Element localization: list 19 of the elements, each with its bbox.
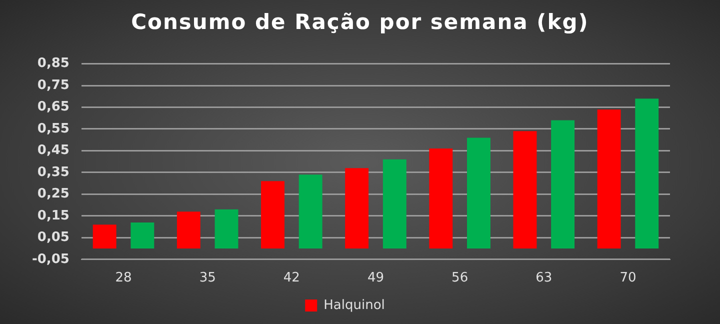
x-tick-label: 42 — [283, 270, 300, 286]
chart-title: Consumo de Ração por semana (kg) — [130, 9, 590, 36]
legend-label: Halquinol — [324, 298, 385, 313]
y-tick-label: 0,15 — [37, 208, 70, 224]
y-tick-label: -0,05 — [32, 252, 70, 267]
x-tick-label: 35 — [199, 270, 216, 286]
x-tick-label: 28 — [115, 270, 132, 286]
y-tick-label: 0,35 — [37, 164, 70, 180]
y-tick-label: 0,75 — [37, 78, 70, 93]
y-tick-label: 0,55 — [37, 121, 70, 136]
y-tick-label: 0,65 — [37, 100, 70, 115]
x-tick-label: 49 — [367, 270, 384, 286]
x-tick-label: 56 — [452, 270, 468, 286]
y-tick-label: 0,45 — [37, 143, 70, 158]
x-tick-label: 70 — [620, 270, 636, 286]
y-tick-label: 0,85 — [37, 56, 70, 72]
y-tick-label: 0,25 — [37, 186, 70, 202]
y-tick-label: 0,05 — [37, 230, 70, 246]
x-tick-label: 63 — [536, 270, 552, 286]
